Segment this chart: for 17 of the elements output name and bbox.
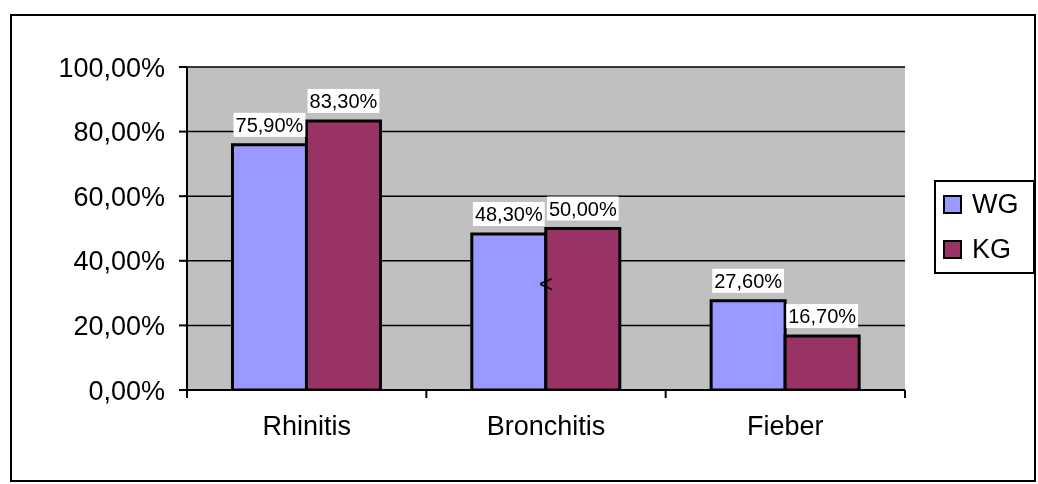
y-tick-label: 0,00% — [88, 375, 165, 406]
y-tick-label: 100,00% — [58, 52, 165, 83]
y-tick-label: 20,00% — [73, 310, 165, 341]
legend-label: KG — [972, 234, 1012, 265]
x-tick-label: Bronchitis — [486, 411, 606, 442]
x-tick-label: Rhinitis — [262, 411, 351, 442]
x-tick-label: Fieber — [747, 411, 824, 442]
legend-label: WG — [972, 189, 1019, 220]
data-label: 16,70% — [788, 305, 857, 328]
data-label: 75,90% — [235, 113, 304, 136]
data-label: 48,30% — [474, 202, 543, 225]
data-label: 50,00% — [548, 197, 617, 220]
data-label: 27,60% — [714, 269, 783, 292]
y-tick-label: 60,00% — [73, 181, 165, 212]
data-label: 83,30% — [309, 89, 378, 112]
y-tick-label: 40,00% — [73, 246, 165, 277]
y-tick-label: 80,00% — [73, 117, 165, 148]
